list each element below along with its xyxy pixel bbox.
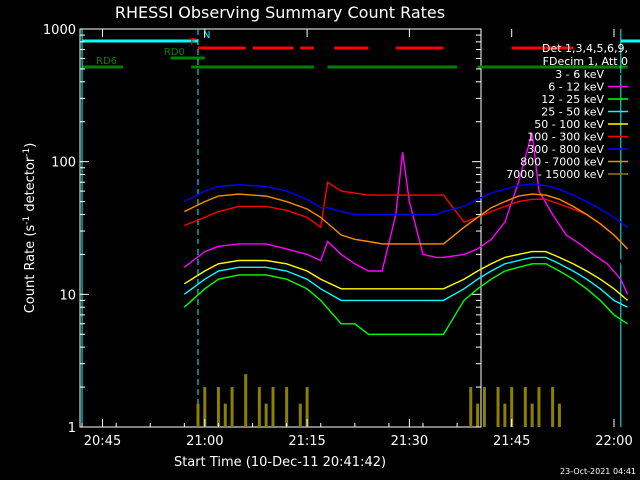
flag-label: RD6 bbox=[96, 56, 117, 67]
x-axis-title: Start Time (10-Dec-11 20:41:42) bbox=[174, 455, 386, 470]
y-axis-title-end: ) bbox=[23, 143, 38, 148]
legend-entry: 25 - 50 keV bbox=[541, 106, 604, 119]
legend-entry: 50 - 100 keV bbox=[534, 118, 604, 131]
x-tick-label: 21:00 bbox=[186, 434, 223, 449]
legend-entry: 6 - 12 keV bbox=[548, 81, 604, 94]
legend-entry: 300 - 800 keV bbox=[527, 143, 604, 156]
x-tick-label: 20:45 bbox=[84, 434, 121, 449]
x-tick-label: 21:45 bbox=[493, 434, 530, 449]
legend-entry: 7000 - 15000 keV bbox=[506, 168, 604, 181]
plot-frame bbox=[79, 28, 482, 428]
legend-entry: 12 - 25 keV bbox=[541, 93, 604, 106]
y-tick-label: 100 bbox=[51, 156, 76, 171]
flags: NF RD0 RD6 bbox=[82, 30, 640, 69]
series-group bbox=[183, 132, 629, 427]
series-line bbox=[184, 181, 629, 250]
timestamp: 23-Oct-2021 04:41 bbox=[560, 467, 636, 476]
y-axis-title: Count Rate (s-1 detector-1) bbox=[22, 143, 38, 314]
series-line bbox=[183, 132, 629, 295]
y-axis-title-sup1: -1 bbox=[22, 216, 32, 225]
flag-label: F bbox=[190, 37, 196, 48]
series-line bbox=[183, 256, 628, 308]
y-axis-title-sup2: -1 bbox=[22, 148, 32, 157]
legend: Det 1,3,4,5,6,9,FDecim 1, Att 03 - 6 keV… bbox=[506, 42, 628, 181]
y-axis-title-mid: detector bbox=[23, 156, 38, 216]
legend-header: FDecim 1, Att 0 bbox=[543, 55, 628, 68]
series-line bbox=[183, 183, 629, 228]
legend-entry: 3 - 6 keV bbox=[555, 68, 604, 81]
legend-entry: 800 - 7000 keV bbox=[520, 156, 604, 169]
flag-label: RD0 bbox=[164, 47, 185, 58]
x-tick-label: 21:15 bbox=[288, 434, 325, 449]
x-tick-label: 22:00 bbox=[595, 434, 632, 449]
legend-header: Det 1,3,4,5,6,9, bbox=[542, 42, 628, 55]
series-line bbox=[183, 250, 629, 301]
chart-title: RHESSI Observing Summary Count Rates bbox=[115, 3, 445, 22]
y-tick-label: 10 bbox=[59, 288, 76, 303]
y-tick-label: 1000 bbox=[43, 23, 76, 38]
y-axis-title-main: Count Rate (s bbox=[23, 225, 38, 314]
legend-entry: 100 - 300 keV bbox=[527, 131, 604, 144]
y-tick-label: 1 bbox=[68, 421, 76, 436]
series-line bbox=[183, 193, 629, 250]
axes: 20:4521:0021:1521:3021:4522:0022:1511010… bbox=[43, 23, 633, 449]
x-tick-label: 21:30 bbox=[391, 434, 428, 449]
vlines bbox=[81, 29, 622, 427]
series-line bbox=[183, 263, 628, 335]
flag-label: N bbox=[203, 30, 210, 41]
